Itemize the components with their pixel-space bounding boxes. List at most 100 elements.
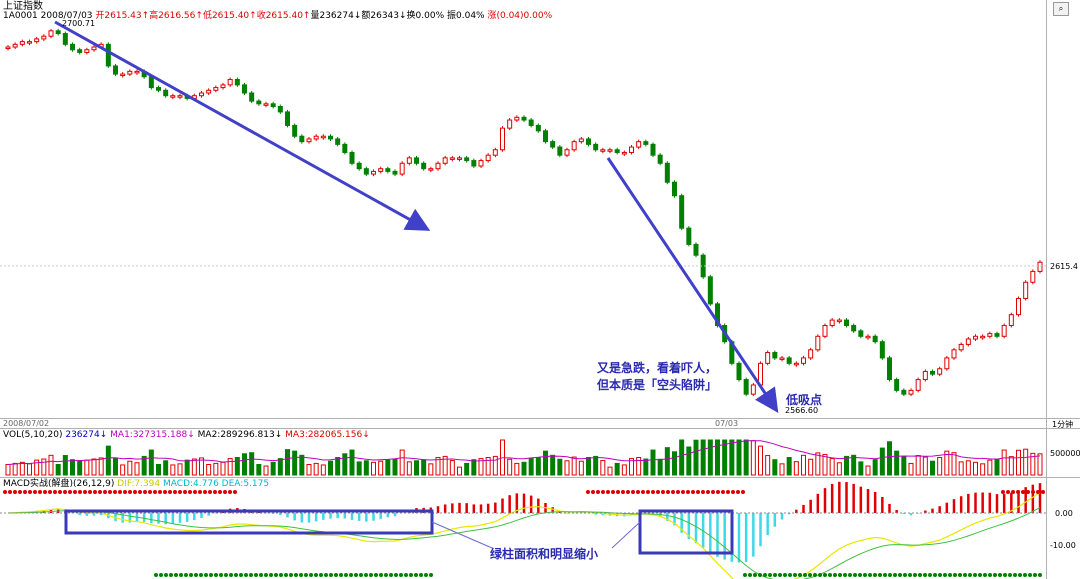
volume-bar (543, 450, 548, 476)
signal-dot (691, 490, 695, 494)
candle-body (851, 324, 857, 332)
signal-dot (279, 573, 283, 577)
price-panel-bottom (0, 418, 1080, 419)
volume-bar (772, 459, 778, 476)
volume-bar (614, 462, 620, 476)
signal-dot (219, 573, 223, 577)
signal-dot (773, 573, 777, 577)
candle-body (5, 46, 11, 50)
volume-header: VOL(5,10,20) 236274↓ MA1:327315.188↓ MA2… (3, 430, 370, 441)
quote-bar: 1A0001 2008/07/03 开2615.43↑高2616.56↑低261… (3, 11, 552, 22)
volume-bar (19, 461, 25, 476)
signal-dot (621, 490, 625, 494)
macd-header: MACD实战(解盘)(26,12,9) DIF:7.394 MACD:4.776… (3, 479, 269, 490)
candle-body (1023, 281, 1029, 299)
signal-dot (908, 573, 912, 577)
signal-dot (194, 573, 198, 577)
signal-dot (108, 490, 112, 494)
signal-dot (239, 573, 243, 577)
volume-bar (844, 455, 849, 476)
signal-dot (1036, 490, 1040, 494)
volume-bar (256, 464, 262, 476)
volume-bar (213, 462, 219, 476)
period-selector[interactable]: 1分钟 (1052, 420, 1074, 429)
signal-dot (768, 573, 772, 577)
candle-body (363, 168, 369, 175)
signal-dot (213, 490, 217, 494)
volume-bar (163, 460, 169, 476)
signal-dot (646, 490, 650, 494)
candle-body (829, 319, 835, 326)
callout-line-2 (611, 521, 641, 549)
volume-bar (1008, 456, 1014, 476)
volume-bar (177, 463, 183, 476)
volume-bar (471, 459, 477, 476)
signal-dot (748, 573, 752, 577)
signal-dot (848, 573, 852, 577)
magnifier-icon[interactable]: ⌕ (1053, 2, 1069, 16)
candle-body (270, 103, 276, 108)
volume-bar (399, 449, 405, 476)
candle-body (77, 49, 83, 53)
candle-body (815, 335, 821, 351)
volume-bar (277, 458, 283, 476)
signal-dot (616, 490, 620, 494)
signal-dot (43, 490, 47, 494)
candle-body (263, 103, 269, 106)
signal-dot (641, 490, 645, 494)
candle-body (55, 30, 61, 35)
candle-body (822, 324, 828, 337)
signal-dot (591, 490, 595, 494)
candle-body (277, 106, 283, 113)
signal-dot (888, 573, 892, 577)
chart-title: 上证指数 (3, 1, 43, 12)
volume-bar (879, 447, 885, 476)
candle-body (987, 333, 993, 337)
signal-dot (158, 490, 162, 494)
volume-bar (98, 457, 104, 476)
volume-bar (428, 463, 434, 476)
signal-dot (8, 490, 12, 494)
signal-dot (68, 490, 72, 494)
candle-body (349, 151, 355, 164)
volume-bar (858, 461, 864, 476)
volume-bar (105, 445, 111, 476)
signal-dot (319, 573, 323, 577)
callout-line-1 (431, 521, 493, 549)
signal-dot (1023, 573, 1027, 577)
candle-body (679, 195, 685, 229)
signal-dot (778, 573, 782, 577)
signal-dot (1033, 573, 1037, 577)
candle-body (586, 138, 591, 145)
signal-dot (169, 573, 173, 577)
volume-bar (91, 458, 97, 476)
candle-body (1037, 261, 1043, 272)
signal-dot (28, 490, 32, 494)
candle-body (786, 357, 792, 364)
candle-body (356, 162, 362, 170)
volume-bar (227, 458, 233, 476)
candle-body (199, 92, 204, 97)
signal-dot (716, 490, 720, 494)
candle-body (500, 127, 505, 151)
volume-bar (242, 453, 247, 476)
candle-body (915, 379, 921, 391)
candle-body (951, 349, 957, 359)
candle-body (607, 149, 613, 152)
candle-body (163, 89, 169, 97)
signal-dot (681, 490, 685, 494)
candle-body (621, 151, 627, 155)
candle-body (127, 70, 133, 75)
signal-dot (706, 490, 710, 494)
volume-bar (5, 464, 11, 476)
volume-bar (779, 463, 785, 476)
candle-body (872, 335, 878, 343)
signal-dot (838, 573, 842, 577)
candle-body (629, 146, 634, 153)
volume-bar (686, 446, 692, 476)
volume-bar (349, 449, 355, 476)
signal-dot (818, 573, 822, 577)
signal-dot (1041, 490, 1045, 494)
candle-body (156, 87, 161, 91)
volume-bar (700, 439, 706, 476)
